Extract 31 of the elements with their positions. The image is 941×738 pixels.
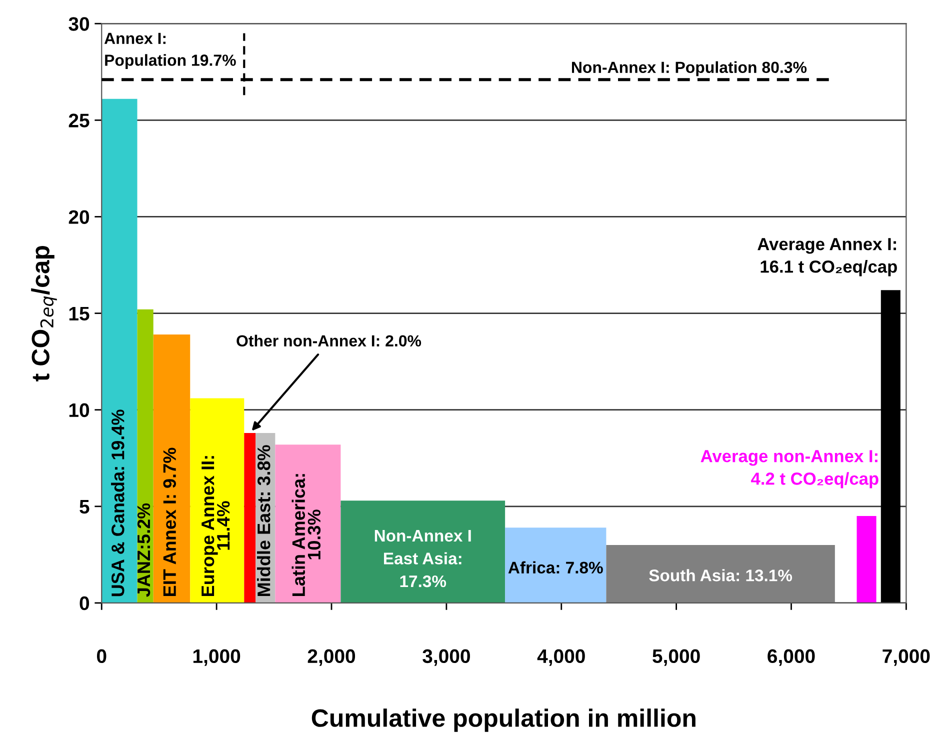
x-tick-label: 4,000: [537, 649, 585, 666]
annotation: Annex I: Population 19.7%: [104, 32, 236, 70]
annotation: Latin America: 10.3%: [292, 474, 321, 596]
y-tick-label: 15: [69, 306, 90, 321]
annotation: Non-Annex I East Asia: 17.3%: [374, 530, 471, 588]
annotation: Africa: 7.8%: [508, 561, 603, 574]
annotation: JANZ:5.2%: [137, 503, 150, 597]
annotation: USA & Canada: 19.4%: [111, 410, 124, 596]
y-tick-label: 0: [80, 596, 90, 610]
x-axis-title: Cumulative population in million: [312, 708, 696, 732]
annotation: Europe Annex II: 11.4%: [202, 456, 230, 596]
x-tick-label: 7,000: [882, 649, 930, 666]
annotation: Average non-Annex I: 4.2 t CO₂eq/cap: [700, 450, 878, 488]
annotation: Middle East: 3.8%: [256, 445, 270, 596]
x-tick-label: 0: [96, 649, 106, 664]
y-tick-label: 30: [68, 17, 90, 31]
x-tick-label: 3,000: [422, 649, 470, 666]
annotation: EIT Annex I: 9.7%: [163, 448, 176, 596]
annotation: Other non-Annex I: 2.0%: [236, 334, 422, 347]
annotation: Average Annex I: 16.1 t CO₂eq/cap: [758, 238, 897, 276]
y-tick-label: 10: [69, 403, 90, 418]
y-tick-label: 5: [80, 500, 90, 514]
annotation: South Asia: 13.1%: [649, 569, 792, 582]
x-tick-label: 2,000: [308, 649, 356, 666]
x-tick-label: 1,000: [193, 649, 240, 666]
y-axis-title: t CO$_{2eq}$/cap: [31, 246, 57, 382]
annotation: Non-Annex I: Population 80.3%: [572, 61, 807, 76]
y-tick-label: 20: [68, 210, 90, 224]
y-tick-label: 25: [68, 114, 90, 128]
x-tick-label: 6,000: [768, 649, 815, 666]
x-tick-label: 5,000: [652, 649, 700, 666]
